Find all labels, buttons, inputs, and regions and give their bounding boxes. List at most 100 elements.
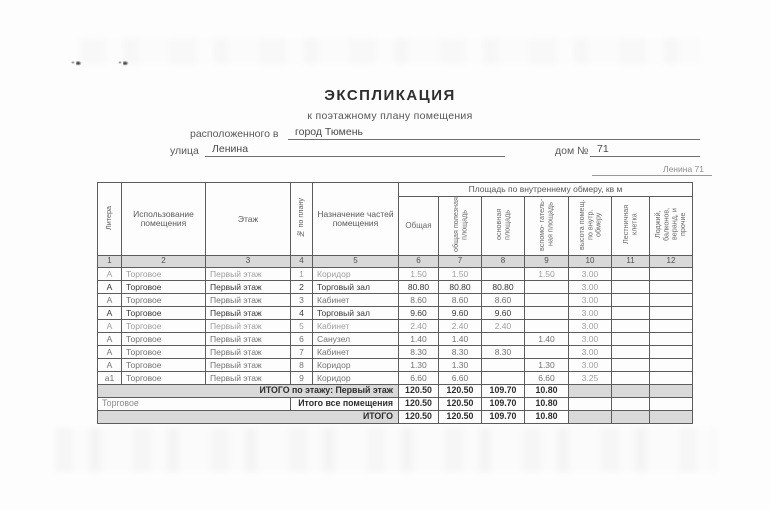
corner-note: Ленина 71 — [592, 164, 712, 176]
table-cell: Первый этаж — [205, 267, 291, 281]
table-cell: 80.80 — [398, 280, 439, 294]
total-row-all-premises: Торговое Итого все помещения 120.50 120.… — [97, 397, 693, 411]
table-row: А Торговое Первый этаж 4 Торговый зал 9.60 9.6… — [97, 306, 693, 320]
document-subtitle: к поэтажному плану помещения — [307, 110, 473, 122]
table-cell — [481, 371, 525, 385]
house-number-label: дом № — [555, 145, 589, 157]
table-row: А Торговое Первый этаж 7 Кабинет 8.30 8.30 8.30… — [97, 345, 693, 359]
table-cell: 8.30 — [398, 345, 439, 359]
ink-mark — [118, 61, 129, 66]
table-cell: А — [97, 293, 122, 307]
table-cell — [649, 345, 693, 359]
table-row: А Торговое Первый этаж 8 Коридор 1.30 1.30 1.30… — [97, 358, 693, 372]
table-cell: 9.60 — [481, 306, 525, 320]
table-cell: 6.60 — [438, 371, 482, 385]
table-cell: Первый этаж — [205, 371, 291, 385]
table-cell: Торговый зал — [312, 280, 399, 294]
empty-cell — [568, 384, 612, 398]
table-cell — [649, 319, 693, 333]
total-value: 120.50 — [398, 397, 439, 411]
col-header-litera: Литера — [97, 182, 122, 256]
empty-cell — [611, 384, 650, 398]
table-cell: 2.40 — [398, 319, 439, 333]
col-header-height: высота помещ. по внутр. обмеру — [568, 196, 612, 256]
table-cell: А — [97, 345, 122, 359]
table-cell: 2.40 — [481, 319, 525, 333]
col-number: 3 — [205, 255, 291, 268]
table-row: А Торговое Первый этаж 6 Санузел 1.40 1.40 1.40… — [97, 332, 693, 346]
table-row: А Торговое Первый этаж 2 Торговый зал 80.80 80… — [97, 280, 693, 294]
table-cell: а1 — [97, 371, 122, 385]
total-value: 109.70 — [481, 397, 525, 411]
empty-cell — [649, 410, 693, 424]
empty-cell — [611, 410, 650, 424]
table-cell — [611, 280, 650, 294]
table-cell: Коридор — [312, 371, 399, 385]
table-cell — [649, 306, 693, 320]
table-cell: 8.60 — [398, 293, 439, 307]
total-value: 120.50 — [398, 384, 439, 398]
col-number: 2 — [121, 255, 206, 268]
area-group-header: Площадь по внутреннему обмеру, кв м — [398, 182, 693, 197]
table-cell: 8.60 — [438, 293, 482, 307]
col-header-staircase: Лестничная клетка — [611, 196, 650, 256]
scan-noise-top — [80, 38, 700, 64]
empty-cell — [649, 384, 693, 398]
table-cell: 3.00 — [568, 293, 612, 307]
table-cell: 80.80 — [438, 280, 482, 294]
col-header-plan-number: № по плану — [290, 182, 313, 256]
table-cell: Торговый зал — [312, 306, 399, 320]
table-cell: А — [97, 319, 122, 333]
street-field: Ленина — [205, 143, 505, 157]
table-cell — [611, 319, 650, 333]
table-row: а1 Торговое Первый этаж 9 Коридор 6.60 6.60 6.6… — [97, 371, 693, 385]
table-cell: Коридор — [312, 358, 399, 372]
table-cell: Торговое — [121, 345, 206, 359]
table-cell — [611, 267, 650, 281]
col-header-auxiliary-area: вспомо- гатель- ная площадь — [524, 196, 569, 256]
table-cell: А — [97, 332, 122, 346]
table-cell: 3.00 — [568, 358, 612, 372]
col-number: 5 — [312, 255, 399, 268]
total-value: 10.80 — [524, 410, 569, 424]
col-number: 6 — [398, 255, 439, 268]
total-value: 10.80 — [524, 397, 569, 411]
table-cell — [524, 280, 569, 294]
table-cell: 7 — [290, 345, 313, 359]
total-value: 120.50 — [398, 410, 439, 424]
table-cell: 9.60 — [438, 306, 482, 320]
empty-cell — [568, 410, 612, 424]
table-cell: 8.60 — [481, 293, 525, 307]
table-row: А Торговое Первый этаж 3 Кабинет 8.60 8.60 8.60… — [97, 293, 693, 307]
col-number: 8 — [481, 255, 525, 268]
table-row: А Торговое Первый этаж 5 Кабинет 2.40 2.40 2.40… — [97, 319, 693, 333]
house-number-field: 71 — [590, 143, 700, 157]
table-cell: Торговое — [121, 319, 206, 333]
col-number: 4 — [290, 255, 313, 268]
total-value: 109.70 — [481, 384, 525, 398]
col-number: 7 — [438, 255, 482, 268]
table-cell: 3.00 — [568, 319, 612, 333]
table-cell: Торговое — [121, 293, 206, 307]
table-cell — [649, 293, 693, 307]
table-cell: 1.40 — [524, 332, 569, 346]
scan-noise-bottom — [55, 428, 715, 472]
table-cell: А — [97, 267, 122, 281]
table-cell — [481, 332, 525, 346]
table-cell: 3.00 — [568, 306, 612, 320]
table-cell: 8 — [290, 358, 313, 372]
grand-total-label: ИТОГО — [97, 410, 399, 424]
table-cell — [524, 319, 569, 333]
table-cell: Торговое — [121, 358, 206, 372]
table-cell — [524, 345, 569, 359]
table-row: А Торговое Первый этаж 1 Коридор 1.50 1.50 1.50… — [97, 267, 693, 281]
explication-table: Литера Использование помещения Этаж № по… — [97, 182, 693, 424]
table-cell — [649, 332, 693, 346]
empty-cell — [568, 397, 612, 411]
col-header-useful-area: общая полезная площадь — [438, 196, 482, 256]
table-cell — [524, 293, 569, 307]
table-cell: 3 — [290, 293, 313, 307]
table-cell: 8.30 — [438, 345, 482, 359]
total-value: 120.50 — [438, 397, 482, 411]
